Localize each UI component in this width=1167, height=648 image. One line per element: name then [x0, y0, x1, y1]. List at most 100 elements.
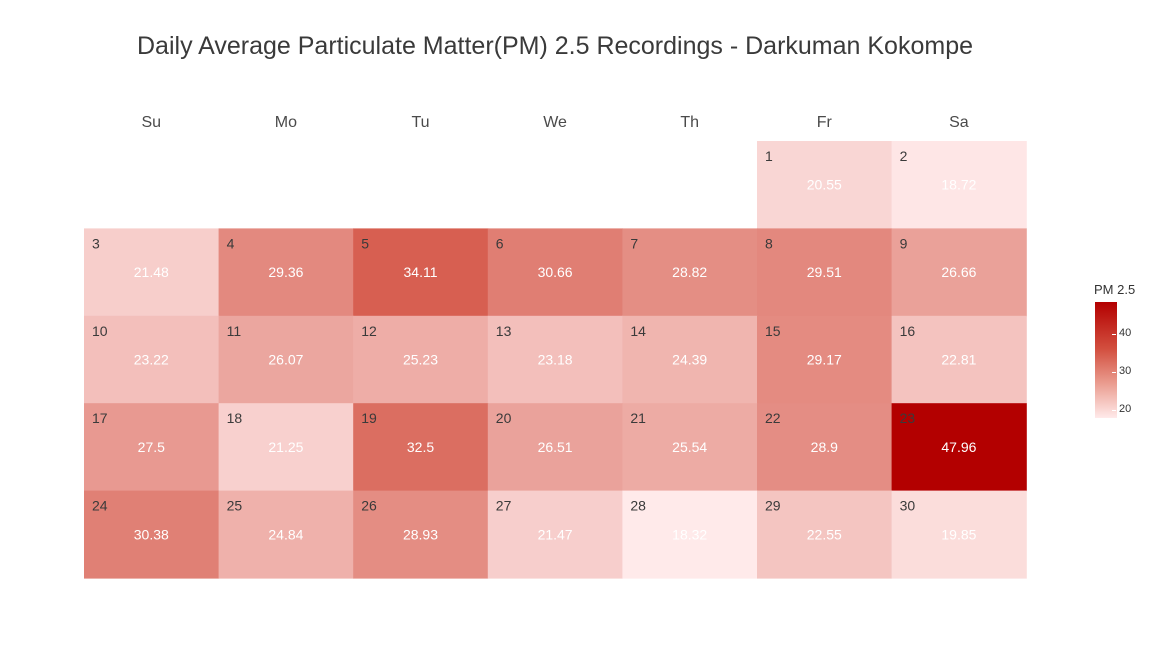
day-number: 29 — [765, 498, 781, 514]
cell-value-label: 28.93 — [403, 526, 438, 542]
heatmap-cell — [353, 490, 489, 579]
day-number: 23 — [900, 410, 916, 426]
weekday-header: Th — [680, 114, 699, 131]
day-number: 16 — [900, 323, 916, 339]
cell-value-label: 26.51 — [538, 439, 573, 455]
day-number: 19 — [361, 410, 377, 426]
heatmap-cell — [218, 228, 354, 317]
day-number: 3 — [92, 235, 100, 251]
cell-value-label: 22.55 — [807, 526, 842, 542]
cell-value-label: 21.47 — [538, 526, 573, 542]
heatmap-cell — [757, 403, 893, 492]
day-number: 1 — [765, 148, 773, 164]
day-number: 5 — [361, 235, 369, 251]
weekday-header: Su — [142, 114, 162, 131]
day-number: 24 — [92, 498, 108, 514]
cell-value-label: 28.9 — [811, 439, 838, 455]
cell-value-label: 29.51 — [807, 264, 842, 280]
cell-value-label: 32.5 — [407, 439, 434, 455]
cell-value-label: 21.48 — [134, 264, 169, 280]
day-number: 12 — [361, 323, 377, 339]
color-legend: PM 2.5 40 30 20 — [1094, 282, 1154, 432]
cell-value-label: 30.66 — [538, 264, 573, 280]
heatmap-cell — [757, 490, 893, 579]
heatmap-cell — [757, 315, 893, 404]
heatmap-cell — [891, 141, 1027, 229]
day-number: 4 — [227, 235, 235, 251]
heatmap-cell — [487, 228, 623, 317]
heatmap-cell — [84, 228, 220, 317]
day-number: 14 — [630, 323, 646, 339]
cell-value-label: 24.39 — [672, 352, 707, 368]
heatmap-cell — [84, 403, 220, 492]
cell-value-label: 26.07 — [268, 352, 303, 368]
heatmap-cell — [84, 490, 220, 579]
day-number: 21 — [630, 410, 646, 426]
day-number: 7 — [630, 235, 638, 251]
weekday-header: We — [543, 114, 567, 131]
legend-color-bar — [1095, 302, 1117, 418]
cell-value-label: 29.36 — [268, 264, 303, 280]
heatmap-cell — [622, 228, 758, 317]
heatmap-cell — [891, 403, 1027, 492]
heatmap-cell — [757, 228, 893, 317]
day-number: 26 — [361, 498, 377, 514]
chart-title: Daily Average Particulate Matter(PM) 2.5… — [137, 32, 973, 60]
day-number: 25 — [227, 498, 243, 514]
cell-value-label: 23.22 — [134, 352, 169, 368]
heatmap-cell — [891, 315, 1027, 404]
day-number: 11 — [227, 323, 242, 339]
legend-tick-label: 40 — [1111, 327, 1132, 339]
cell-value-label: 30.38 — [134, 526, 169, 542]
cell-value-label: 47.96 — [941, 439, 976, 455]
day-number: 15 — [765, 323, 781, 339]
cell-value-label: 28.82 — [672, 264, 707, 280]
day-number: 17 — [92, 410, 108, 426]
heatmap-cell — [622, 490, 758, 579]
legend-title: PM 2.5 — [1094, 282, 1136, 297]
heatmap-cell — [487, 315, 623, 404]
cell-value-label: 26.66 — [941, 264, 976, 280]
cell-value-label: 23.18 — [538, 352, 573, 368]
cell-value-label: 25.23 — [403, 352, 438, 368]
day-number: 2 — [900, 148, 908, 164]
weekday-header: Sa — [949, 114, 969, 131]
cell-value-label: 19.85 — [941, 526, 976, 542]
heatmap-cell — [353, 315, 489, 404]
heatmap-cell — [487, 403, 623, 492]
weekday-header: Mo — [275, 114, 297, 131]
cell-value-label: 27.5 — [138, 439, 165, 455]
cell-value-label: 20.55 — [807, 177, 842, 193]
heatmap-cell — [218, 315, 354, 404]
heatmap-cell — [891, 490, 1027, 579]
heatmap-cell — [353, 403, 489, 492]
heatmap-cell — [757, 141, 893, 229]
cell-value-label: 18.72 — [941, 177, 976, 193]
cell-value-label: 29.17 — [807, 352, 842, 368]
day-number: 6 — [496, 235, 504, 251]
cell-value-label: 25.54 — [672, 439, 707, 455]
weekday-header: Fr — [817, 114, 833, 131]
day-number: 22 — [765, 410, 781, 426]
heatmap-cell — [487, 490, 623, 579]
weekday-header: Tu — [411, 114, 429, 131]
cell-value-label: 24.84 — [268, 526, 303, 542]
heatmap-cell — [622, 403, 758, 492]
day-number: 28 — [630, 498, 646, 514]
heatmap-cell — [218, 403, 354, 492]
heatmap-cell — [891, 228, 1027, 317]
day-number: 13 — [496, 323, 512, 339]
cell-value-label: 18.32 — [672, 526, 707, 542]
heatmap-cell — [218, 490, 354, 579]
cell-value-label: 21.25 — [268, 439, 303, 455]
legend-tick-label: 30 — [1111, 365, 1132, 377]
heatmap-cell — [353, 228, 489, 317]
heatmap-cell — [622, 315, 758, 404]
day-number: 9 — [900, 235, 908, 251]
cell-value-label: 34.11 — [404, 264, 438, 280]
day-number: 27 — [496, 498, 512, 514]
cell-value-label: 22.81 — [941, 352, 976, 368]
day-number: 18 — [227, 410, 243, 426]
day-number: 8 — [765, 235, 773, 251]
